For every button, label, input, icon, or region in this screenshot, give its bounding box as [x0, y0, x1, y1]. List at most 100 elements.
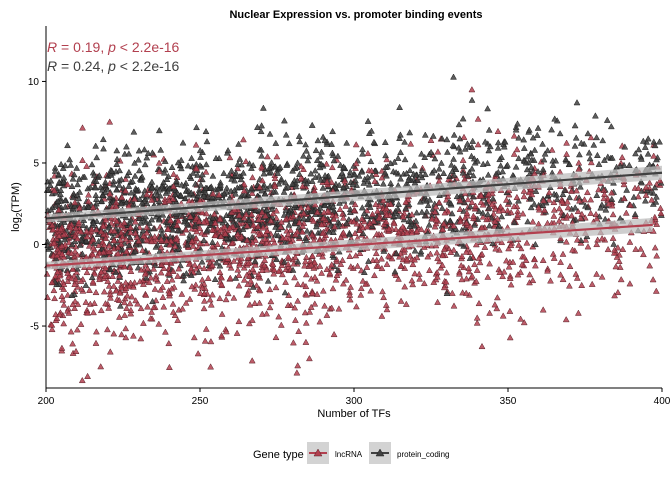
point-lncrna	[559, 250, 567, 257]
point-lncrna	[626, 238, 634, 245]
x-tick-label-200: 200	[38, 396, 55, 407]
point-lncrna	[229, 223, 237, 230]
point-lncrna	[383, 155, 391, 163]
point-lncrna	[519, 210, 527, 217]
point-lncrna	[68, 249, 75, 256]
point-lncrna	[502, 196, 510, 203]
point-protein-coding	[534, 168, 542, 175]
point-lncrna	[182, 299, 190, 306]
point-lncrna	[475, 299, 483, 307]
point-lncrna	[611, 292, 619, 299]
point-lncrna	[284, 301, 292, 308]
point-lncrna	[55, 206, 63, 213]
point-protein-coding	[209, 238, 216, 245]
point-protein-coding	[459, 169, 467, 176]
point-lncrna	[550, 254, 558, 261]
point-protein-coding	[245, 216, 253, 224]
point-lncrna	[254, 222, 262, 230]
point-protein-coding	[79, 221, 87, 229]
x-tick-label-300: 300	[346, 396, 363, 407]
point-lncrna	[520, 253, 528, 260]
point-lncrna	[144, 303, 151, 310]
point-lncrna	[541, 206, 548, 213]
point-lncrna	[157, 235, 165, 243]
point-lncrna	[304, 204, 312, 211]
point-lncrna	[618, 153, 626, 161]
point-lncrna	[212, 219, 219, 226]
point-lncrna	[300, 165, 307, 172]
point-protein-coding	[222, 234, 230, 241]
point-protein-coding	[95, 172, 103, 179]
point-lncrna	[173, 221, 181, 229]
point-protein-coding	[78, 250, 86, 257]
point-lncrna	[450, 246, 458, 253]
point-protein-coding	[162, 189, 170, 196]
point-lncrna	[113, 217, 121, 225]
point-protein-coding	[531, 146, 539, 153]
point-lncrna	[329, 284, 337, 292]
point-lncrna	[125, 283, 133, 290]
point-protein-coding	[263, 206, 271, 213]
point-lncrna	[413, 227, 421, 235]
point-protein-coding	[73, 265, 81, 272]
point-lncrna	[403, 229, 411, 236]
point-lncrna	[54, 268, 62, 275]
point-lncrna	[333, 271, 341, 278]
point-lncrna	[209, 190, 217, 197]
y-axis-label: log2(TPM)	[10, 182, 24, 232]
point-protein-coding	[360, 268, 368, 275]
point-lncrna	[97, 306, 105, 314]
point-protein-coding	[67, 161, 75, 168]
point-lncrna	[319, 287, 327, 294]
point-lncrna	[484, 273, 492, 280]
point-lncrna	[152, 275, 160, 282]
point-lncrna	[112, 202, 120, 210]
point-protein-coding	[116, 166, 124, 174]
legend: Gene type lncRNA protein_coding	[253, 442, 449, 464]
point-lncrna	[392, 271, 400, 278]
point-lncrna	[60, 320, 68, 327]
point-lncrna	[308, 231, 316, 238]
point-lncrna	[417, 225, 425, 233]
point-lncrna	[222, 328, 230, 335]
point-lncrna	[305, 354, 313, 362]
point-protein-coding	[143, 154, 151, 161]
point-lncrna	[456, 205, 464, 212]
point-protein-coding	[327, 221, 335, 228]
point-protein-coding	[280, 188, 288, 195]
point-lncrna	[321, 302, 329, 309]
point-protein-coding	[421, 153, 429, 160]
point-lncrna	[44, 293, 51, 300]
point-protein-coding	[443, 289, 451, 296]
point-protein-coding	[204, 193, 212, 200]
point-lncrna	[235, 211, 243, 218]
point-lncrna	[328, 304, 336, 311]
point-lncrna	[493, 304, 501, 312]
point-protein-coding	[348, 198, 356, 205]
point-protein-coding	[251, 257, 259, 264]
point-protein-coding	[524, 153, 532, 160]
point-lncrna	[256, 299, 263, 306]
point-lncrna	[69, 265, 77, 272]
point-lncrna	[587, 133, 595, 141]
point-protein-coding	[161, 157, 169, 164]
point-protein-coding	[276, 163, 284, 170]
point-lncrna	[456, 218, 464, 225]
point-protein-coding	[411, 222, 419, 229]
point-lncrna	[159, 293, 167, 300]
point-protein-coding	[60, 178, 68, 185]
point-protein-coding	[343, 139, 351, 146]
point-protein-coding	[602, 206, 610, 213]
point-lncrna	[171, 311, 179, 318]
point-lncrna	[234, 230, 242, 238]
point-lncrna	[593, 240, 601, 248]
point-lncrna	[598, 273, 606, 280]
point-lncrna	[148, 308, 156, 315]
axis-ticks: 200 250 300 350 400 -5 0 5 10	[28, 77, 671, 407]
point-lncrna	[79, 124, 86, 131]
point-lncrna	[85, 242, 93, 249]
point-lncrna	[48, 221, 56, 228]
point-protein-coding	[390, 158, 398, 165]
point-protein-coding	[92, 142, 100, 149]
point-lncrna	[115, 296, 123, 303]
